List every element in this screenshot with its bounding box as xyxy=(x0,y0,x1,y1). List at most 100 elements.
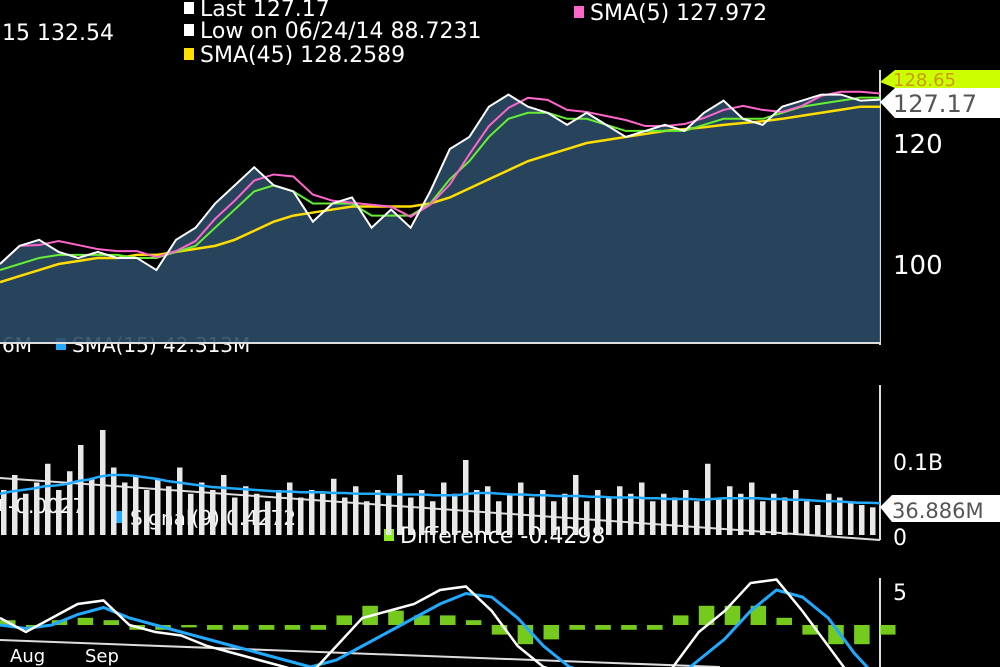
volume-bar xyxy=(595,490,601,535)
volume-bar xyxy=(199,482,205,535)
volume-bar xyxy=(430,501,436,535)
volume-bar xyxy=(826,493,832,535)
difference-bar xyxy=(621,625,637,630)
volume-ytick-label: 0 xyxy=(893,526,907,551)
last-price-tag xyxy=(880,88,1000,118)
legend-swatch xyxy=(184,48,194,60)
volume-bar xyxy=(12,475,18,535)
volume-bar xyxy=(177,467,183,535)
difference-bar xyxy=(802,625,818,635)
difference-bar xyxy=(491,625,508,635)
macd-line xyxy=(0,578,846,667)
last-volume-label: 36.886M xyxy=(892,499,984,523)
volume-bar xyxy=(606,497,612,535)
difference-bar xyxy=(647,625,663,630)
volume-bar xyxy=(67,471,73,535)
volume-bar xyxy=(221,475,227,535)
volume-bar xyxy=(34,482,40,535)
volume-bar xyxy=(683,490,689,535)
difference-bar xyxy=(776,617,792,625)
volume-bar xyxy=(243,486,249,535)
volume-bar xyxy=(309,490,315,535)
difference-bar xyxy=(569,625,585,630)
legend-label: 15 132.54 xyxy=(2,21,114,46)
volume-bar xyxy=(122,482,128,535)
difference-bar xyxy=(854,625,870,645)
volume-bar xyxy=(870,507,876,535)
last-price-label: 127.17 xyxy=(893,90,977,118)
difference-bar xyxy=(672,615,689,625)
volume-bar xyxy=(100,430,106,535)
volume-bar xyxy=(232,497,238,535)
legend-swatch xyxy=(184,2,194,14)
volume-bar xyxy=(298,497,304,535)
volume-bar xyxy=(474,490,480,535)
volume-bar xyxy=(639,482,645,535)
volume-bar xyxy=(265,501,271,535)
volume-bar xyxy=(496,501,502,535)
volume-bar xyxy=(540,490,546,535)
x-axis-label: Sep xyxy=(85,646,119,667)
volume-bar xyxy=(859,505,865,535)
sma-value-tag xyxy=(880,70,1000,88)
volume-bar xyxy=(562,493,568,535)
volume-bar xyxy=(848,501,854,535)
volume-sma-line xyxy=(0,473,881,505)
volume-bar xyxy=(749,482,755,535)
volume-bar xyxy=(628,493,634,535)
volume-bar xyxy=(804,501,810,535)
difference-bar xyxy=(232,625,249,630)
volume-bar xyxy=(331,478,337,535)
volume-bar xyxy=(287,482,293,535)
difference-bar xyxy=(880,625,896,635)
difference-bar xyxy=(388,610,404,625)
difference-bar xyxy=(414,615,430,625)
volume-bar xyxy=(672,497,678,535)
sma5-line xyxy=(0,90,881,265)
difference-bar xyxy=(310,625,327,630)
volume-panel-bottom-border xyxy=(0,477,881,541)
difference-bar xyxy=(440,615,456,625)
volume-bar xyxy=(144,490,150,535)
volume-bar xyxy=(485,486,491,535)
price-area xyxy=(0,94,880,342)
volume-bar xyxy=(771,493,777,535)
volume-bar xyxy=(661,493,667,535)
macd-ytick-label: 5 xyxy=(893,581,907,606)
volume-bar xyxy=(188,493,194,535)
volume-bar xyxy=(782,497,788,535)
volume-bar xyxy=(1,490,7,535)
volume-bar xyxy=(815,505,821,535)
price-ytick-label: 120 xyxy=(893,130,943,160)
difference-bar xyxy=(181,625,197,628)
difference-bar xyxy=(750,605,767,625)
legend-swatch xyxy=(184,24,194,36)
volume-bar xyxy=(738,493,744,535)
volume-bar xyxy=(650,501,656,535)
volume-bar xyxy=(716,497,722,535)
volume-bar xyxy=(210,490,216,535)
volume-bar xyxy=(23,493,29,535)
volume-bar xyxy=(276,490,282,535)
difference-bar xyxy=(336,615,352,625)
x-axis-label: Aug xyxy=(10,646,45,667)
volume-bar xyxy=(89,478,95,535)
volume-bar xyxy=(617,486,623,535)
difference-bar xyxy=(284,625,301,630)
volume-bar xyxy=(375,490,381,535)
volume-bar xyxy=(254,493,260,535)
volume-bar xyxy=(364,501,370,535)
volume-bar xyxy=(166,486,172,535)
volume-bar xyxy=(133,475,139,535)
difference-bar xyxy=(828,625,844,645)
volume-bar xyxy=(727,486,733,535)
signal-line xyxy=(0,588,870,667)
legend-label: SMA(5) 127.972 xyxy=(590,1,767,26)
volume-bar xyxy=(760,501,766,535)
volume-bar xyxy=(694,501,700,535)
macd-panel-bottom-border xyxy=(0,639,721,667)
volume-bar xyxy=(45,463,51,535)
legend-swatch xyxy=(114,511,124,523)
